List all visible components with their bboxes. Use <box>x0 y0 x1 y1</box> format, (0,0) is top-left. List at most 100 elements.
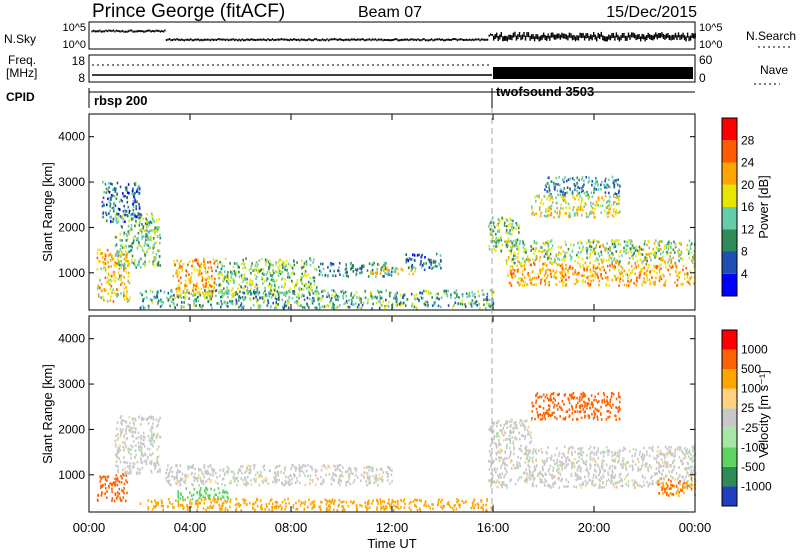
velocity-cell <box>373 481 376 485</box>
noise-point <box>602 35 604 41</box>
noise-point <box>123 30 125 33</box>
noise-point <box>318 39 321 42</box>
velocity-cell <box>129 428 132 432</box>
velocity-cell <box>400 498 403 502</box>
noise-point <box>471 38 474 41</box>
velocity-cell <box>348 475 351 479</box>
velocity-cell <box>302 471 305 474</box>
power-cell <box>383 269 385 272</box>
velocity-cell <box>123 471 126 475</box>
noise-point <box>530 34 533 40</box>
power-cell <box>204 289 206 292</box>
power-cell <box>268 262 271 266</box>
power-cell <box>187 289 189 293</box>
power-cell <box>215 294 217 298</box>
power-cell <box>121 226 123 229</box>
power-cell <box>281 270 283 274</box>
power-cell <box>279 264 281 268</box>
power-cell <box>592 266 595 269</box>
power-cell <box>327 266 329 269</box>
power-cell <box>388 294 391 298</box>
power-cell <box>124 186 127 190</box>
power-cell <box>638 249 640 253</box>
velocity-cell <box>486 498 488 501</box>
power-cell <box>123 204 125 208</box>
noise-point <box>676 35 678 41</box>
power-cell <box>548 283 550 287</box>
power-cell <box>197 286 199 290</box>
power-cell <box>610 257 613 260</box>
power-cell <box>588 179 591 183</box>
power-cell <box>272 270 274 273</box>
power-cell <box>672 248 675 251</box>
velocity-cell <box>495 451 498 455</box>
power-cell <box>555 253 558 256</box>
power-cell <box>196 282 198 286</box>
power-cell <box>555 183 557 186</box>
power-cell <box>347 275 349 278</box>
power-cell <box>119 283 122 286</box>
power-cell <box>309 258 312 262</box>
power-cell <box>554 188 556 191</box>
power-cell <box>568 212 571 215</box>
power-cell <box>126 195 128 199</box>
power-cell <box>359 271 361 275</box>
power-cell <box>114 235 117 239</box>
velocity-cell <box>193 487 196 491</box>
power-cell <box>509 229 511 232</box>
velocity-cell <box>416 508 419 512</box>
power-cell <box>461 295 464 298</box>
power-cell <box>345 265 348 269</box>
power-cell <box>572 272 574 276</box>
velocity-cell <box>292 504 295 507</box>
power-cell <box>153 220 155 223</box>
power-cell <box>640 252 642 256</box>
power-cell <box>146 250 148 254</box>
noise-point <box>626 35 628 41</box>
velocity-cell <box>377 483 379 487</box>
velocity-cell <box>198 496 201 500</box>
power-cell <box>234 272 236 276</box>
velocity-cell <box>177 496 180 500</box>
power-cell <box>571 266 574 270</box>
power-cell <box>231 272 233 275</box>
noise-point <box>253 38 255 41</box>
power-cell <box>190 280 193 283</box>
power-cell <box>261 277 264 281</box>
power-cell <box>312 296 314 300</box>
power-cell <box>631 240 633 243</box>
velocity-cell <box>104 492 106 495</box>
power-cell <box>438 297 440 301</box>
power-cell <box>517 226 520 230</box>
power-cell <box>242 258 244 262</box>
power-cell <box>146 212 148 216</box>
power-cell <box>650 258 652 262</box>
velocity-cell <box>244 471 246 474</box>
velocity-cell <box>254 473 257 477</box>
power-cell <box>682 264 685 268</box>
power-cell <box>289 290 291 293</box>
power-cell <box>645 263 648 266</box>
power-cell <box>322 289 325 293</box>
power-cell <box>569 177 572 180</box>
noise-point <box>552 32 554 38</box>
power-cell <box>560 252 562 255</box>
velocity-cell <box>255 480 257 484</box>
power-cell <box>104 258 106 261</box>
noise-point <box>308 38 310 41</box>
power-cell <box>114 264 117 267</box>
velocity-cell <box>515 424 518 427</box>
power-cell <box>511 242 514 245</box>
velocity-cell <box>295 507 297 511</box>
power-cell <box>131 189 134 193</box>
power-cell <box>111 183 113 186</box>
power-cell <box>122 213 125 217</box>
power-cell <box>200 262 203 266</box>
power-cell <box>149 298 152 301</box>
velocity-cell <box>338 479 341 482</box>
velocity-cell <box>474 503 477 507</box>
power-cell <box>266 270 269 274</box>
power-cell <box>229 262 231 265</box>
velocity-cell <box>320 468 323 472</box>
velocity-cell <box>491 474 494 477</box>
